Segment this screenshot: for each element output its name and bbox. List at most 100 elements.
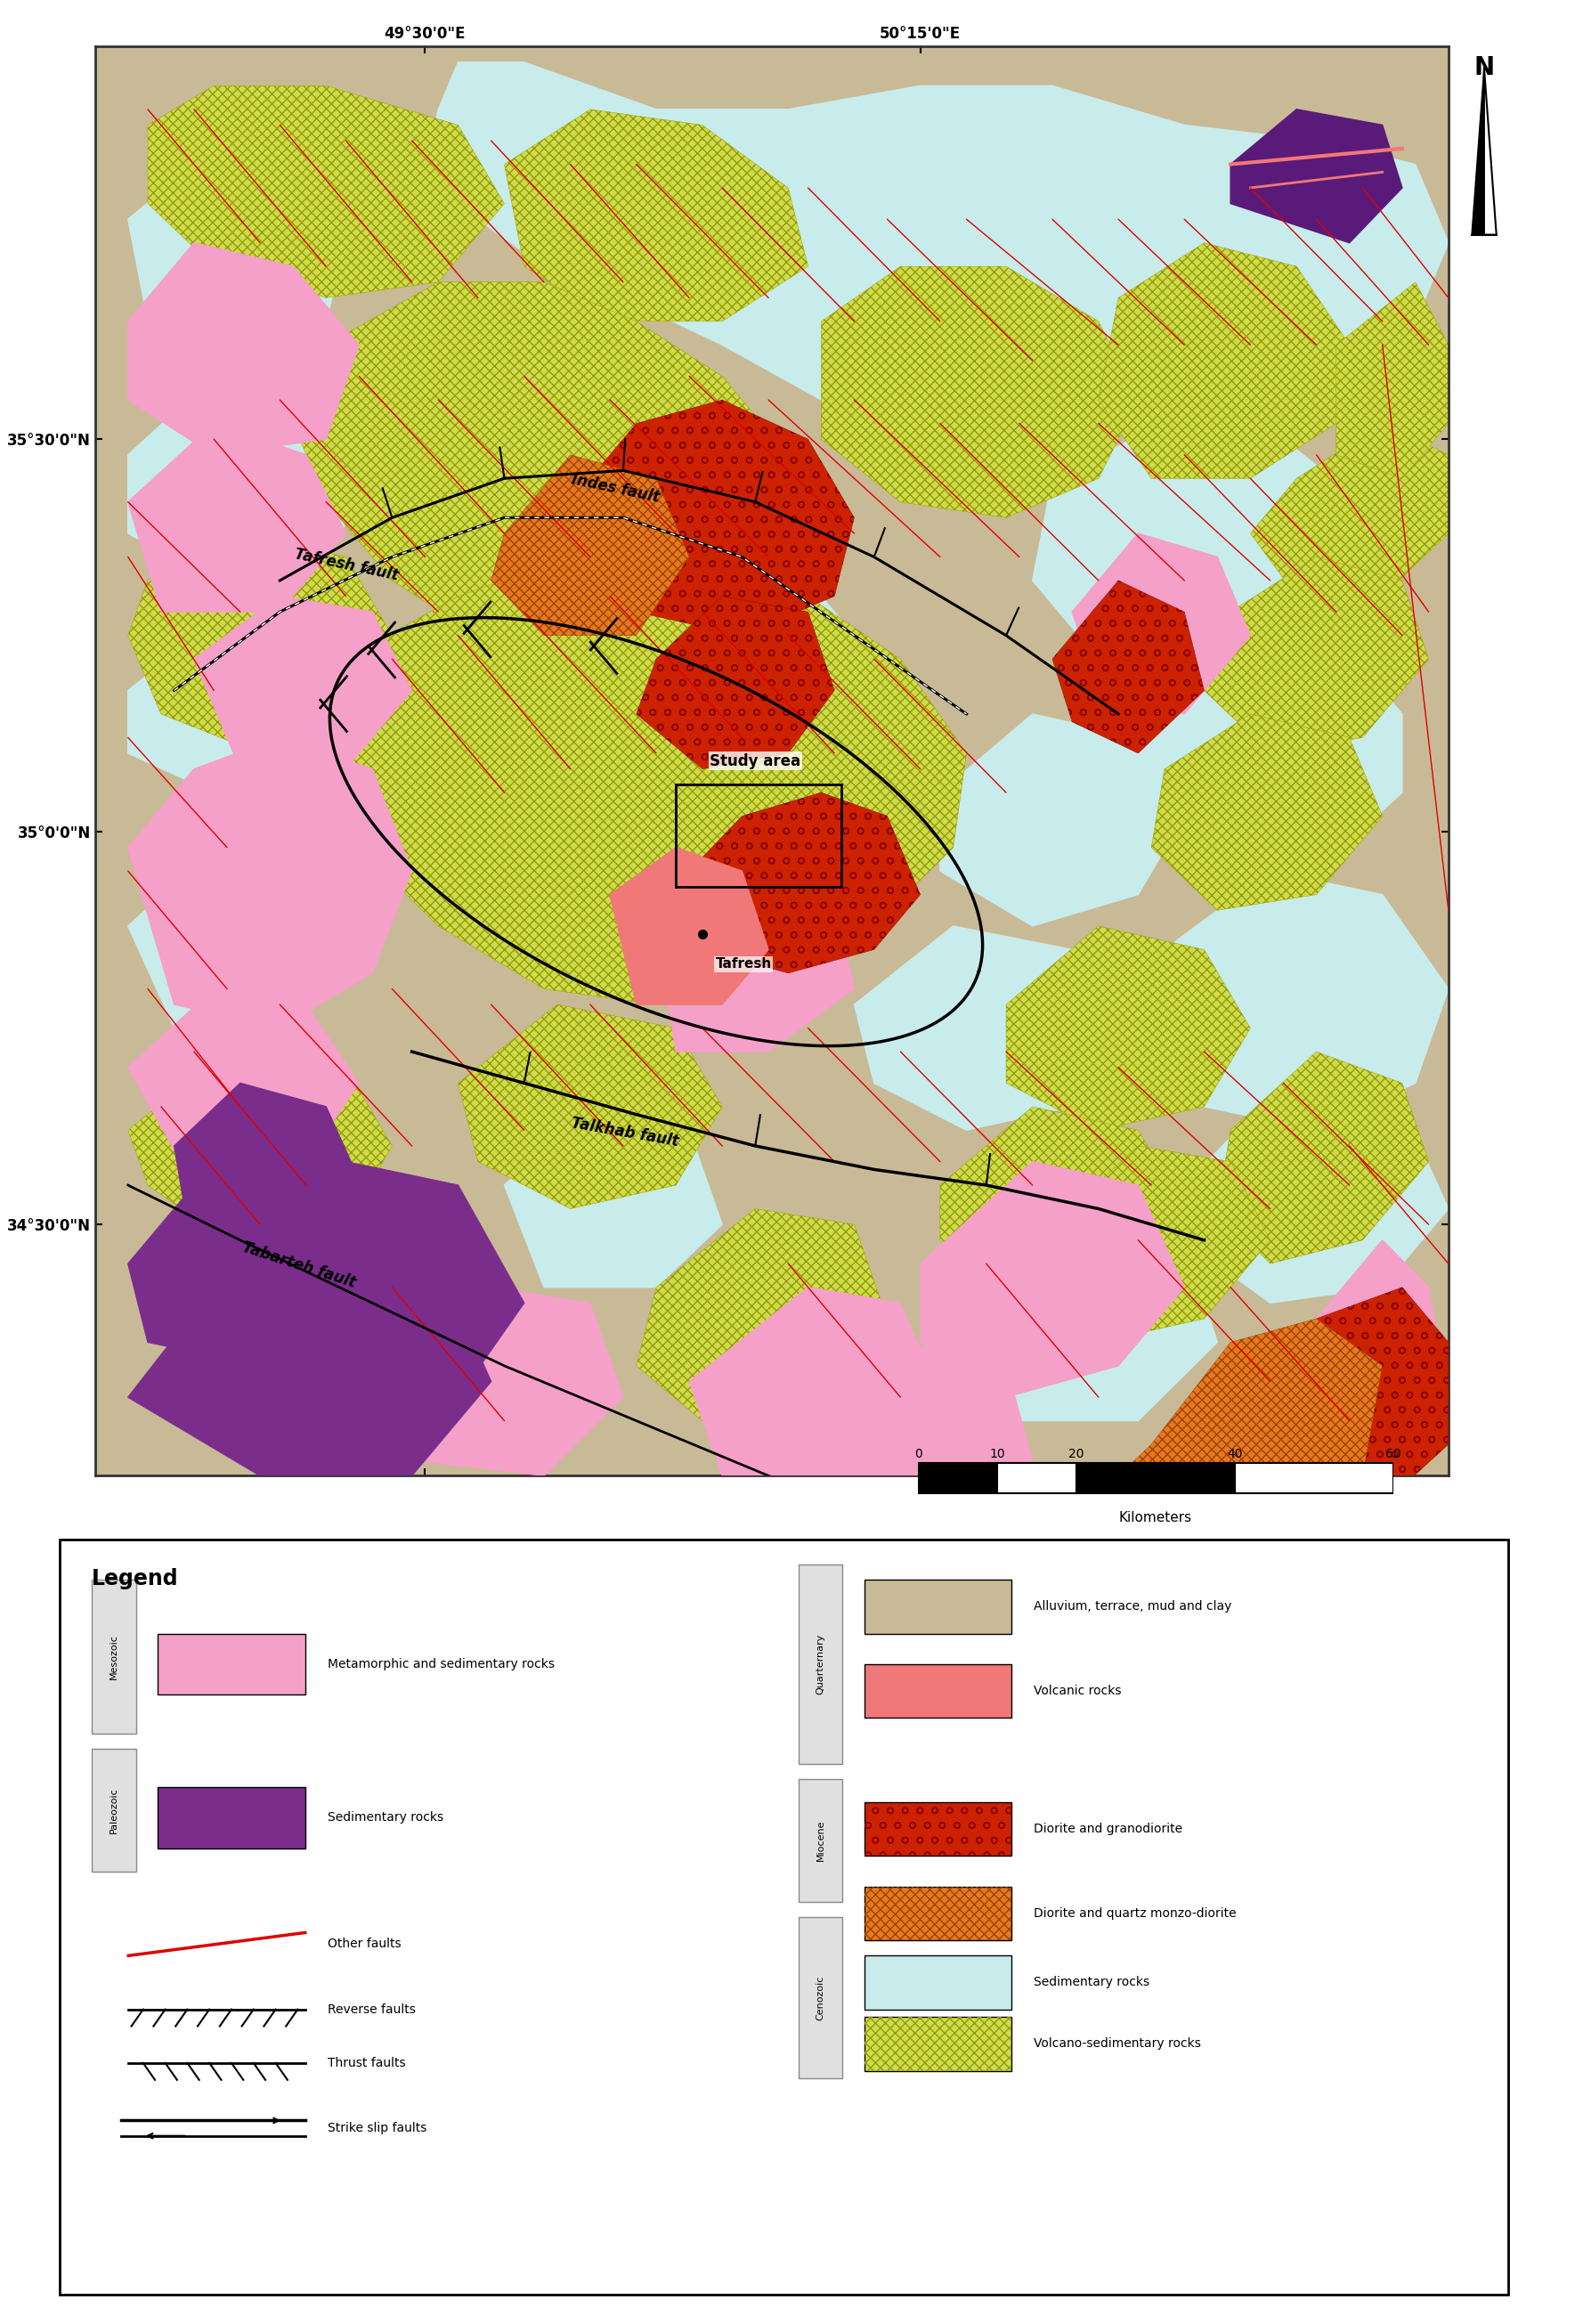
Polygon shape xyxy=(128,242,359,456)
Text: Talkhab fault: Talkhab fault xyxy=(570,1116,681,1150)
Polygon shape xyxy=(1217,1053,1428,1264)
Text: Cenozoic: Cenozoic xyxy=(815,1975,825,2020)
FancyBboxPatch shape xyxy=(92,1580,136,1734)
Bar xyxy=(158,1634,306,1694)
Polygon shape xyxy=(1184,1083,1448,1304)
Bar xyxy=(864,1664,1012,1717)
Text: Volcanic rocks: Volcanic rocks xyxy=(1034,1685,1121,1697)
Polygon shape xyxy=(1485,67,1496,235)
Polygon shape xyxy=(1205,558,1428,753)
Polygon shape xyxy=(1032,1146,1270,1343)
Polygon shape xyxy=(657,872,855,1053)
Polygon shape xyxy=(1336,281,1448,479)
Text: Kilometers: Kilometers xyxy=(1119,1511,1192,1525)
Polygon shape xyxy=(426,63,1448,439)
Polygon shape xyxy=(636,1208,886,1420)
Polygon shape xyxy=(1235,1462,1393,1494)
FancyBboxPatch shape xyxy=(92,1748,136,1871)
Polygon shape xyxy=(1118,1318,1382,1538)
Text: 40: 40 xyxy=(1227,1448,1243,1459)
Text: Thrust faults: Thrust faults xyxy=(328,2057,405,2068)
Polygon shape xyxy=(1053,581,1205,753)
Polygon shape xyxy=(940,713,1184,925)
Polygon shape xyxy=(128,737,412,1027)
FancyBboxPatch shape xyxy=(798,1780,842,1901)
Polygon shape xyxy=(1118,611,1403,872)
Polygon shape xyxy=(570,535,855,769)
Text: Alluvium, terrace, mud and clay: Alluvium, terrace, mud and clay xyxy=(1034,1601,1232,1613)
Text: Paleozoic: Paleozoic xyxy=(109,1787,119,1834)
Polygon shape xyxy=(260,558,967,1004)
Polygon shape xyxy=(128,423,345,611)
Text: Strike slip faults: Strike slip faults xyxy=(328,2122,426,2133)
Polygon shape xyxy=(940,1106,1184,1287)
Polygon shape xyxy=(128,535,393,753)
Bar xyxy=(864,1803,1012,1857)
Polygon shape xyxy=(195,1146,412,1318)
Polygon shape xyxy=(128,1241,491,1476)
Polygon shape xyxy=(1007,925,1251,1129)
Polygon shape xyxy=(570,400,855,634)
Polygon shape xyxy=(128,165,345,360)
Polygon shape xyxy=(1076,1462,1235,1494)
Text: Tabarteh fault: Tabarteh fault xyxy=(241,1239,358,1290)
Polygon shape xyxy=(1251,423,1448,597)
Polygon shape xyxy=(1138,872,1448,1129)
Text: Diorite and granodiorite: Diorite and granodiorite xyxy=(1034,1822,1183,1836)
Polygon shape xyxy=(920,1162,1184,1397)
Polygon shape xyxy=(1205,1287,1448,1522)
Polygon shape xyxy=(689,792,920,974)
Polygon shape xyxy=(1072,535,1251,713)
Polygon shape xyxy=(1032,423,1382,690)
Polygon shape xyxy=(636,597,834,769)
Polygon shape xyxy=(174,1083,372,1287)
Polygon shape xyxy=(128,1053,393,1241)
Bar xyxy=(864,1803,1012,1857)
Text: Miocene: Miocene xyxy=(815,1820,825,1862)
Bar xyxy=(864,1580,1012,1634)
Polygon shape xyxy=(1270,1241,1448,1459)
Text: Volcano-sedimentary rocks: Volcano-sedimentary rocks xyxy=(1034,2038,1201,2050)
Polygon shape xyxy=(609,848,768,1004)
Bar xyxy=(864,2017,1012,2071)
Polygon shape xyxy=(855,925,1118,1129)
Polygon shape xyxy=(822,267,1138,518)
Polygon shape xyxy=(1230,109,1403,242)
Polygon shape xyxy=(967,1225,1217,1420)
Polygon shape xyxy=(293,281,807,674)
Bar xyxy=(158,1787,306,1848)
Bar xyxy=(676,786,841,888)
Polygon shape xyxy=(128,1162,345,1367)
Polygon shape xyxy=(689,1287,940,1476)
Polygon shape xyxy=(505,1106,722,1287)
Text: Metamorphic and sedimentary rocks: Metamorphic and sedimentary rocks xyxy=(328,1657,554,1671)
Polygon shape xyxy=(128,988,359,1185)
Bar xyxy=(864,1887,1012,1941)
Text: Legend: Legend xyxy=(92,1569,179,1590)
Polygon shape xyxy=(997,1462,1076,1494)
Bar xyxy=(864,1887,1012,1941)
FancyBboxPatch shape xyxy=(798,1564,842,1764)
Text: Quarternary: Quarternary xyxy=(815,1634,825,1694)
FancyBboxPatch shape xyxy=(798,1917,842,2078)
Bar xyxy=(864,1954,1012,2010)
Polygon shape xyxy=(128,376,372,581)
Polygon shape xyxy=(147,86,505,297)
Polygon shape xyxy=(128,848,345,1027)
Text: Sedimentary rocks: Sedimentary rocks xyxy=(328,1810,443,1824)
Polygon shape xyxy=(241,1162,524,1420)
Text: 10: 10 xyxy=(989,1448,1005,1459)
Polygon shape xyxy=(1151,713,1382,911)
Text: 0: 0 xyxy=(915,1448,921,1459)
Text: Reverse faults: Reverse faults xyxy=(328,2003,415,2015)
Text: Tafresh fault: Tafresh fault xyxy=(293,546,400,583)
Text: Other faults: Other faults xyxy=(328,1938,400,1950)
Text: Tafresh: Tafresh xyxy=(716,957,773,971)
Text: 20: 20 xyxy=(1069,1448,1084,1459)
Polygon shape xyxy=(1099,242,1349,479)
Text: Study area: Study area xyxy=(709,753,801,769)
Polygon shape xyxy=(195,597,412,769)
Polygon shape xyxy=(491,456,689,634)
Polygon shape xyxy=(128,611,393,792)
Text: N: N xyxy=(1474,56,1494,79)
